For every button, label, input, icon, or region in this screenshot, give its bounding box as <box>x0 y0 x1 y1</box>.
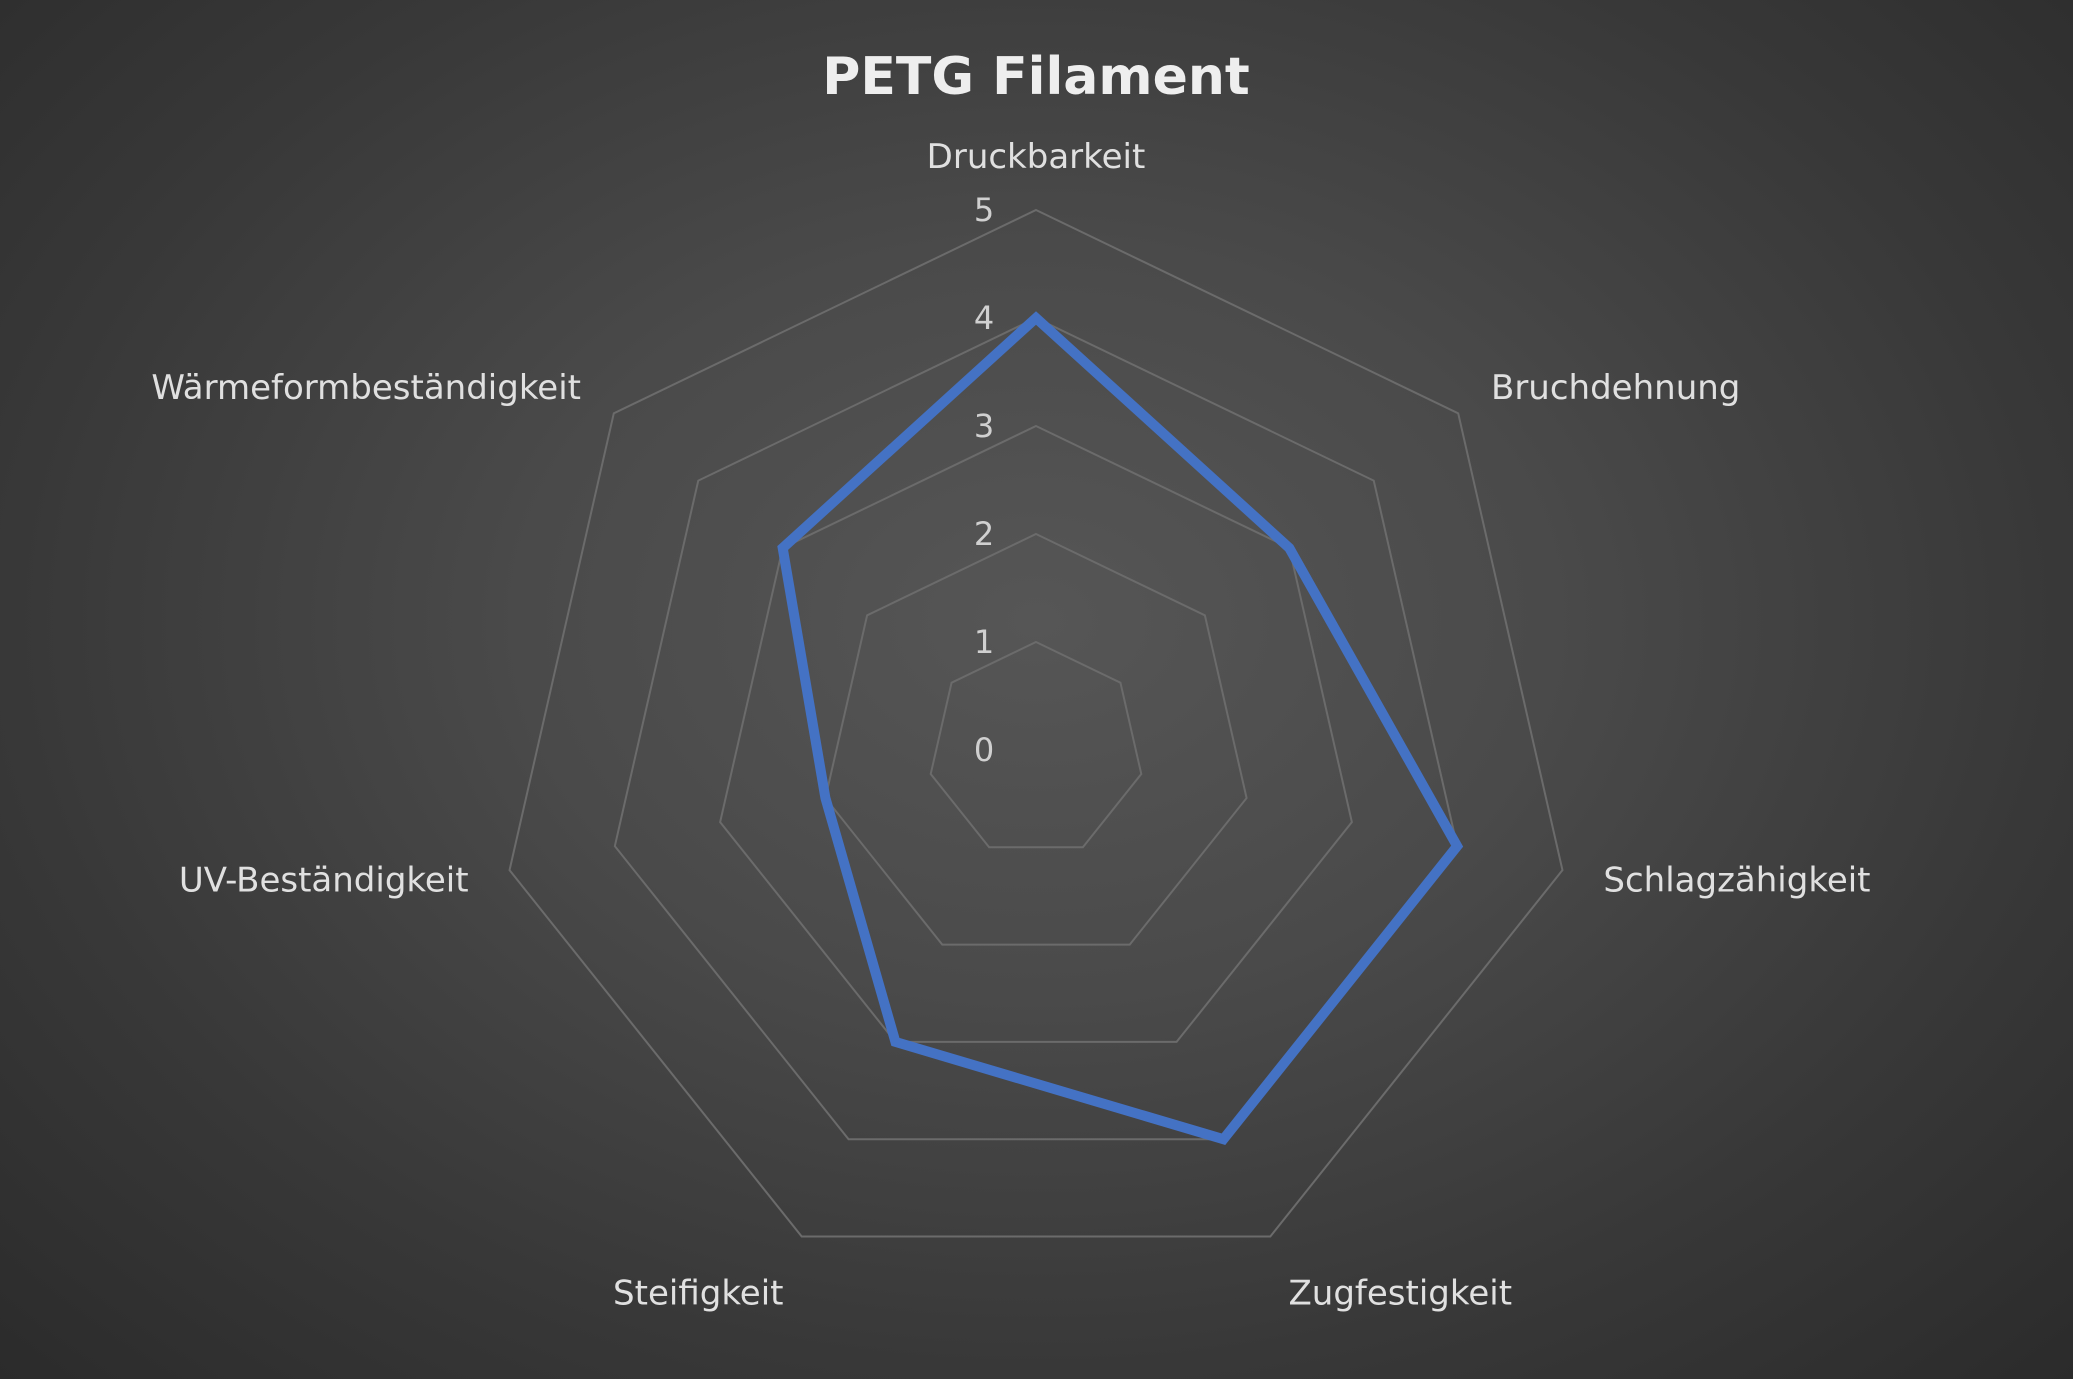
grid-ring-3 <box>719 424 1353 1043</box>
tick-label-5: 5 <box>974 191 994 229</box>
tick-label-4: 4 <box>974 299 994 337</box>
axis-label-6: Wärmeformbeständigkeit <box>151 368 581 408</box>
axis-label-5: UV-Beständigkeit <box>179 861 469 901</box>
grid-ring-4 <box>613 316 1459 1141</box>
chart-title: PETG Filament <box>822 47 1249 107</box>
axis-label-3: Zugfestigkeit <box>1289 1273 1513 1313</box>
series-line-0 <box>777 311 1464 1145</box>
grid <box>508 208 1564 1238</box>
grid-ring-2 <box>824 532 1248 946</box>
tick-label-2: 2 <box>974 515 994 553</box>
series-layer <box>777 311 1464 1145</box>
axis-labels: Druckbarkeit Bruchdehnung Schlagzähigkeit Z… <box>151 137 1870 1313</box>
tick-label-0: 0 <box>974 731 994 769</box>
axis-label-4: Steifigkeit <box>613 1273 783 1313</box>
grid-ring-5 <box>508 208 1564 1238</box>
axis-label-1: Bruchdehnung <box>1491 368 1740 408</box>
axis-label-0: Druckbarkeit <box>927 137 1146 177</box>
tick-labels: 0 1 2 3 4 5 <box>974 191 994 769</box>
axis-label-2: Schlagzähigkeit <box>1603 861 1870 901</box>
tick-label-3: 3 <box>974 407 994 445</box>
tick-label-1: 1 <box>974 623 994 661</box>
grid-ring-1 <box>929 640 1143 849</box>
